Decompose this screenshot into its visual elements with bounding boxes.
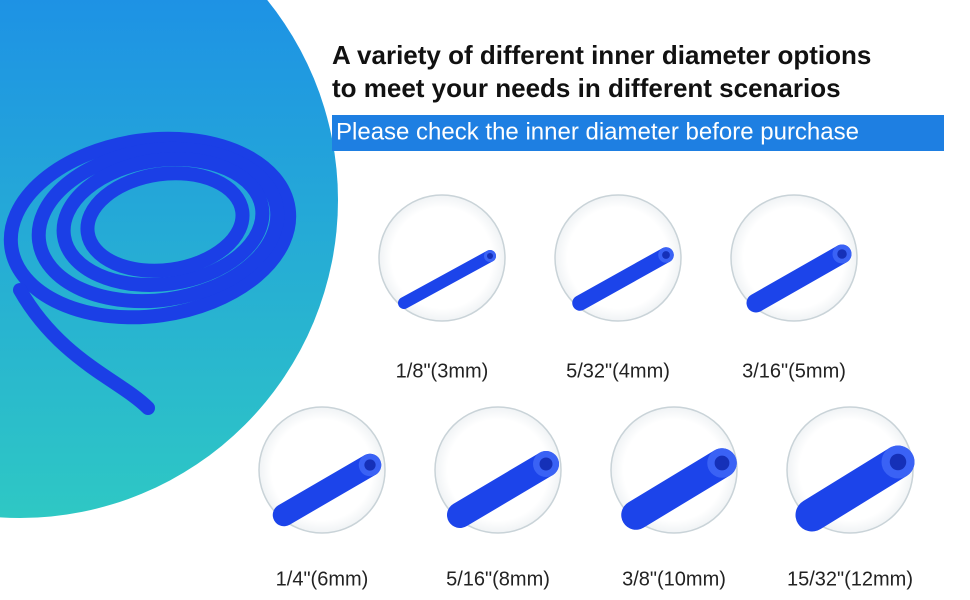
banner-text: Please check the inner diameter before p…: [336, 118, 859, 145]
option-label: 1/4"(6mm): [276, 568, 369, 590]
tube: [447, 451, 559, 528]
option-label: 5/16"(8mm): [446, 568, 550, 590]
tube: [272, 453, 382, 527]
option-label: 15/32"(12mm): [787, 568, 913, 590]
heading-line: A variety of different inner diameter op…: [332, 40, 871, 70]
option-circle: [378, 194, 506, 322]
tube-hole: [539, 457, 553, 471]
tube-hole: [837, 249, 847, 259]
tube: [746, 244, 852, 313]
option-label: 3/8"(10mm): [622, 568, 726, 590]
tube: [572, 247, 674, 311]
option-label: 1/8"(3mm): [396, 360, 489, 382]
tube: [398, 250, 496, 309]
tube-hole: [364, 459, 376, 471]
tube-hole: [889, 453, 907, 471]
coiled-tube: [3, 131, 297, 415]
banner-box: [332, 115, 944, 151]
tube: [795, 445, 915, 532]
tube-hole: [487, 253, 493, 259]
heading-line: to meet your needs in different scenario…: [332, 73, 841, 103]
option-label: 3/16"(5mm): [742, 360, 846, 382]
tube: [621, 448, 737, 530]
tube-hole: [662, 251, 670, 259]
tube-hole: [714, 455, 730, 471]
option-circle: [554, 194, 682, 322]
backdrop-circle: [0, 0, 338, 518]
option-label: 5/32"(4mm): [566, 360, 670, 382]
options: 1/8"(3mm) 5/32"(4mm) 3/16"(5mm) 1/4"(6mm) 5/…: [258, 194, 915, 590]
